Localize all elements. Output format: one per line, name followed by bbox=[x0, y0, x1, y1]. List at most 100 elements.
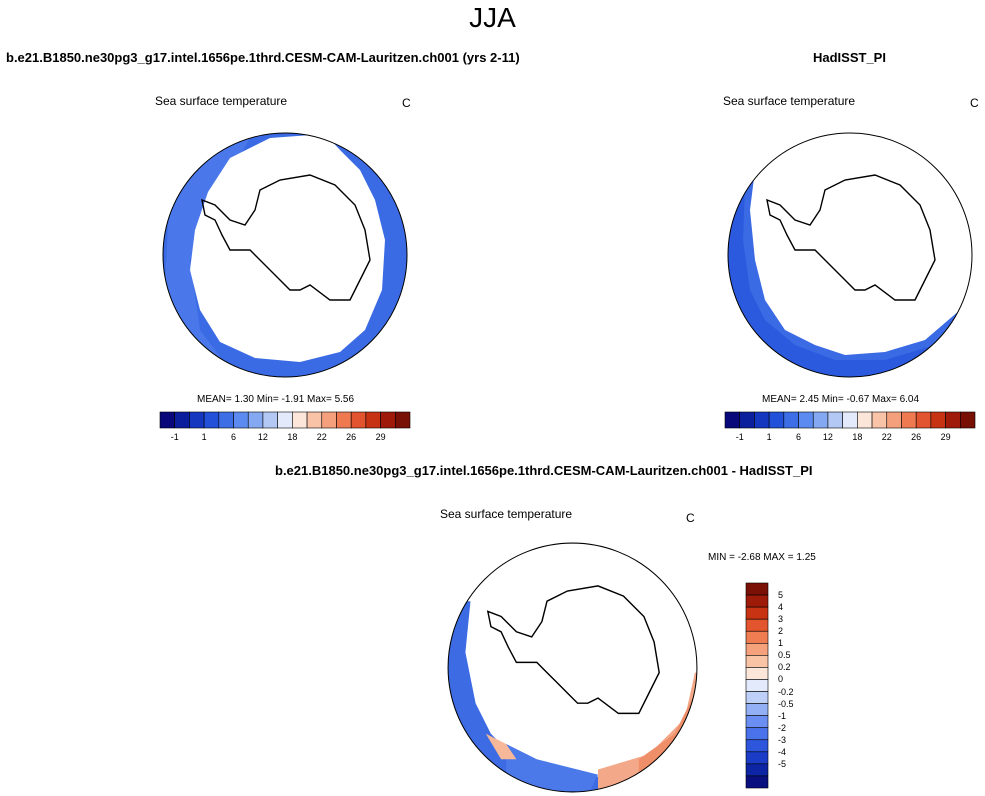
colorbar-tick-label: -0.2 bbox=[778, 686, 794, 697]
colorbar-tick-label: 0 bbox=[778, 674, 784, 685]
colorbar-swatch bbox=[745, 582, 769, 596]
colorbar-swatch bbox=[745, 606, 769, 620]
colorbar-swatch bbox=[262, 411, 278, 429]
colorbar-tick-label: -1 bbox=[778, 710, 787, 721]
panel-2-colorbar-labels: -1 1 6 12 18 22 26 29 bbox=[725, 432, 975, 444]
colorbar-tick-label: 26 bbox=[346, 432, 357, 442]
colorbar-swatch bbox=[842, 411, 858, 429]
colorbar-swatch bbox=[812, 411, 829, 429]
colorbar-swatch bbox=[745, 727, 769, 741]
colorbar-tick-label: -0.5 bbox=[778, 698, 794, 709]
panel-1-colorbar bbox=[159, 411, 411, 429]
colorbar-swatch bbox=[380, 411, 396, 429]
colorbar-tick-label: 18 bbox=[287, 432, 298, 442]
colorbar-tick-label: 29 bbox=[940, 432, 951, 442]
colorbar-tick-label: -5 bbox=[778, 758, 787, 769]
colorbar-tick-label: 22 bbox=[316, 432, 327, 442]
colorbar-swatch bbox=[827, 411, 843, 429]
season-title: JJA bbox=[469, 2, 516, 33]
panel-1-map bbox=[162, 132, 408, 378]
panel-2-colorbar bbox=[724, 411, 976, 429]
colorbar-swatch bbox=[739, 411, 755, 429]
colorbar-swatch bbox=[959, 411, 976, 429]
colorbar-tick-label: -3 bbox=[778, 734, 787, 745]
colorbar-tick-label: 22 bbox=[881, 432, 892, 442]
colorbar-swatch bbox=[159, 411, 176, 429]
antarctica-outline bbox=[486, 585, 660, 715]
colorbar-swatch bbox=[745, 618, 769, 632]
colorbar-tick-label: 1 bbox=[766, 432, 772, 442]
panel-1-units: C bbox=[402, 96, 411, 110]
panel-2-units: C bbox=[970, 96, 979, 110]
panel-1-title: b.e21.B1850.ne30pg3_g17.intel.1656pe.1th… bbox=[6, 50, 520, 65]
colorbar-swatch bbox=[768, 411, 785, 429]
colorbar-swatch bbox=[745, 703, 769, 716]
colorbar-swatch bbox=[930, 411, 946, 429]
colorbar-tick-label: 1 bbox=[778, 638, 784, 649]
colorbar-swatch bbox=[745, 751, 769, 765]
colorbar-swatch bbox=[365, 411, 381, 429]
colorbar-swatch bbox=[945, 411, 961, 429]
colorbar-tick-label: 0.2 bbox=[778, 662, 791, 673]
antarctica-outline bbox=[766, 174, 936, 301]
colorbar-tick-label: 0.5 bbox=[778, 650, 791, 661]
colorbar-tick-label: -1 bbox=[170, 432, 179, 442]
colorbar-swatch bbox=[321, 411, 337, 429]
colorbar-swatch bbox=[745, 642, 769, 656]
colorbar-swatch bbox=[901, 411, 917, 429]
panel-1-variable: Sea surface temperature bbox=[155, 94, 288, 108]
colorbar-swatch bbox=[745, 630, 769, 644]
panel-2-variable: Sea surface temperature bbox=[723, 94, 856, 108]
panel-2-map bbox=[727, 132, 973, 378]
colorbar-tick-label: 12 bbox=[822, 432, 833, 442]
panel-1-stats: MEAN= 1.30 Min= -1.91 Max= 5.56 bbox=[197, 394, 355, 405]
colorbar-swatch bbox=[871, 411, 888, 429]
panel-3-map bbox=[447, 542, 698, 793]
colorbar-swatch bbox=[745, 775, 769, 789]
colorbar-swatch bbox=[336, 411, 352, 429]
panel-3-colorbar-labels: 5 4 3 2 1 0.5 0.2 0 -0.2 -0.5 -1 -2 -3 -4 -5 bbox=[778, 583, 818, 788]
colorbar-swatch bbox=[783, 411, 799, 429]
colorbar-tick-label: 6 bbox=[796, 432, 802, 442]
antarctica-outline bbox=[201, 174, 371, 301]
colorbar-tick-label: -1 bbox=[735, 432, 744, 442]
colorbar-tick-label: -2 bbox=[778, 722, 787, 733]
colorbar-tick-label: 18 bbox=[852, 432, 863, 442]
panel-3-colorbar bbox=[745, 582, 769, 789]
colorbar-swatch bbox=[857, 411, 873, 429]
colorbar-swatch bbox=[247, 411, 264, 429]
colorbar-swatch bbox=[189, 411, 205, 429]
colorbar-swatch bbox=[745, 655, 769, 668]
panel-2-stats: MEAN= 2.45 Min= -0.67 Max= 6.04 bbox=[762, 394, 920, 405]
colorbar-tick-label: 12 bbox=[257, 432, 268, 442]
colorbar-tick-label: 3 bbox=[778, 614, 784, 625]
colorbar-swatch bbox=[745, 691, 769, 704]
colorbar-swatch bbox=[218, 411, 234, 429]
colorbar-swatch bbox=[745, 715, 769, 729]
colorbar-tick-label: 26 bbox=[911, 432, 922, 442]
colorbar-swatch bbox=[745, 679, 769, 692]
colorbar-tick-label: 1 bbox=[201, 432, 207, 442]
colorbar-swatch bbox=[394, 411, 411, 429]
colorbar-swatch bbox=[745, 763, 769, 777]
colorbar-swatch bbox=[233, 411, 249, 429]
colorbar-swatch bbox=[745, 594, 769, 608]
colorbar-swatch bbox=[745, 667, 769, 680]
colorbar-swatch bbox=[174, 411, 190, 429]
colorbar-swatch bbox=[292, 411, 308, 429]
colorbar-tick-label: 5 bbox=[778, 590, 784, 601]
panel-1-colorbar-labels: -1 1 6 12 18 22 26 29 bbox=[160, 432, 410, 444]
colorbar-swatch bbox=[798, 411, 814, 429]
colorbar-tick-label: 4 bbox=[778, 602, 784, 613]
colorbar-tick-label: 2 bbox=[778, 626, 784, 637]
colorbar-tick-label: -4 bbox=[778, 746, 787, 757]
colorbar-swatch bbox=[277, 411, 293, 429]
colorbar-tick-label: 6 bbox=[231, 432, 237, 442]
panel-3-units: C bbox=[686, 511, 695, 525]
colorbar-swatch bbox=[724, 411, 741, 429]
colorbar-swatch bbox=[350, 411, 367, 429]
colorbar-tick-label: 29 bbox=[375, 432, 386, 442]
panel-3-stats: MIN = -2.68 MAX = 1.25 bbox=[708, 552, 816, 563]
colorbar-swatch bbox=[306, 411, 323, 429]
colorbar-swatch bbox=[915, 411, 932, 429]
